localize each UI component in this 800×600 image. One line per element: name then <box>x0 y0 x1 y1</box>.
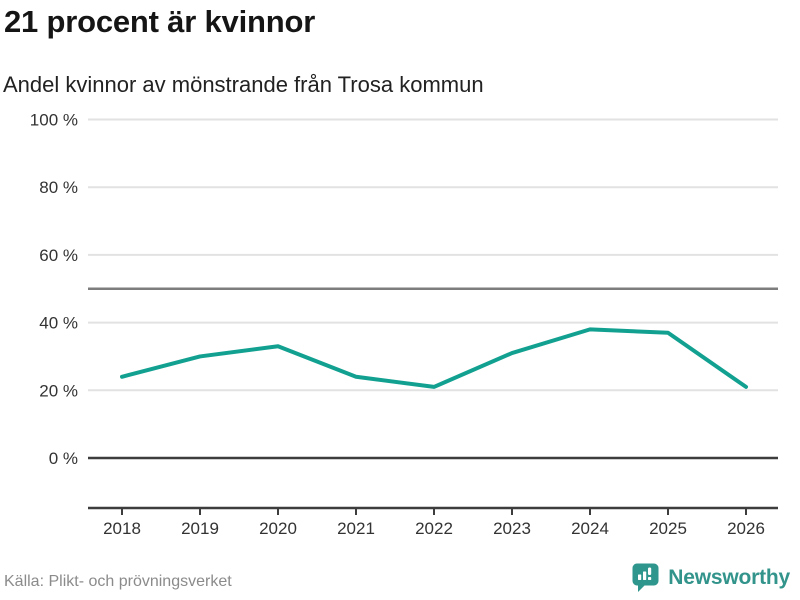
x-axis-tick-label: 2023 <box>493 519 531 538</box>
x-axis-tick-label: 2024 <box>571 519 609 538</box>
y-axis-tick-label: 0 % <box>49 449 78 468</box>
x-axis-tick-label: 2019 <box>181 519 219 538</box>
data-line <box>120 327 748 389</box>
exclamation-bar <box>648 567 652 575</box>
source-note: Källa: Plikt- och prövningsverket <box>4 573 232 590</box>
x-axis-tick-label: 2025 <box>649 519 687 538</box>
exclamation-dot <box>648 577 652 580</box>
newsworthy-logo-icon <box>632 563 659 592</box>
brand-logo: Newsworthy <box>631 562 790 593</box>
bar-tall <box>643 571 647 580</box>
x-axis-tick-label: 2021 <box>337 519 375 538</box>
x-axis-tick-label: 2022 <box>415 519 453 538</box>
x-axis-tick-label: 2020 <box>259 519 297 538</box>
y-axis-tick-label: 20 % <box>39 381 78 400</box>
y-axis-tick-label: 40 % <box>39 314 78 333</box>
chart-title: 21 procent är kvinnor <box>4 4 316 39</box>
x-axis-tick-label: 2018 <box>103 519 141 538</box>
brand-name: Newsworthy <box>668 565 790 589</box>
y-axis-tick-label: 60 % <box>39 246 78 265</box>
x-axis-tick-label: 2026 <box>727 519 765 538</box>
chart-subtitle: Andel kvinnor av mönstrande från Trosa k… <box>3 72 484 97</box>
y-axis-tick-label: 100 % <box>30 111 78 130</box>
y-axis-tick-label: 80 % <box>39 178 78 197</box>
bar-short <box>638 574 642 580</box>
